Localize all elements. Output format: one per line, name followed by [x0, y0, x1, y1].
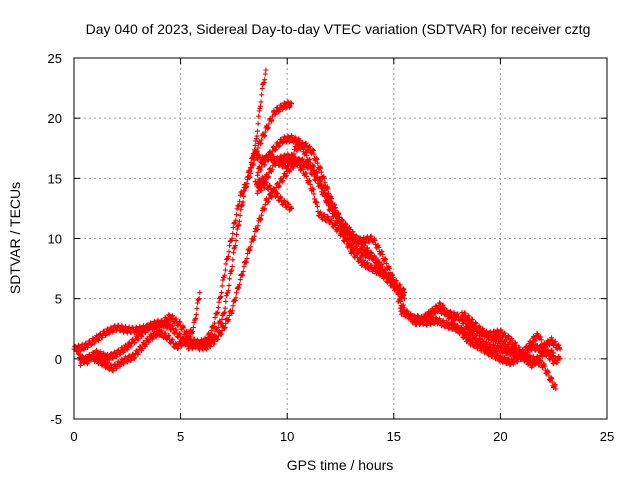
y-tick-label: 10 — [48, 232, 62, 247]
chart-title: Day 040 of 2023, Sidereal Day-to-day VTE… — [86, 21, 591, 37]
series-track-7 — [252, 151, 397, 290]
y-tick-label: -5 — [50, 412, 62, 427]
data-marker-trail — [71, 67, 269, 354]
x-tick-label: 0 — [70, 429, 77, 444]
data-marker-trail — [250, 139, 407, 296]
grid — [74, 58, 607, 419]
y-axis-label: SDTVAR / TECUs — [7, 182, 23, 294]
y-tick-label: 20 — [48, 111, 62, 126]
x-tick-label: 25 — [600, 429, 614, 444]
data-marker-trail — [75, 99, 294, 367]
y-tick-label: 15 — [48, 171, 62, 186]
x-tick-label: 5 — [177, 429, 184, 444]
x-tick-label: 20 — [493, 429, 507, 444]
series-track-12 — [459, 309, 563, 361]
data-marker-trail — [459, 309, 563, 361]
data-marker-trail — [195, 155, 407, 353]
series-track-6 — [250, 139, 407, 296]
x-tick-label: 10 — [280, 429, 294, 444]
x-axis-label: GPS time / hours — [287, 457, 394, 473]
series-track-2 — [75, 99, 294, 367]
data-marker-trail — [254, 179, 294, 213]
series-track-1 — [71, 67, 269, 354]
data-marker-trail — [252, 151, 397, 290]
y-tick-label: 5 — [55, 292, 62, 307]
series-track-8 — [254, 179, 294, 213]
series-track-3 — [77, 290, 203, 374]
data-points — [71, 67, 563, 392]
data-marker-trail — [77, 290, 203, 374]
x-tick-label: 15 — [387, 429, 401, 444]
y-tick-label: 0 — [55, 352, 62, 367]
data-marker-trail — [412, 313, 559, 392]
y-tick-label: 25 — [48, 51, 62, 66]
series-track-4 — [195, 155, 407, 353]
axis-ticks: 0 5 10 15 20 25 -5 0 5 10 15 20 25 — [48, 51, 615, 444]
series-track-11 — [412, 313, 559, 392]
